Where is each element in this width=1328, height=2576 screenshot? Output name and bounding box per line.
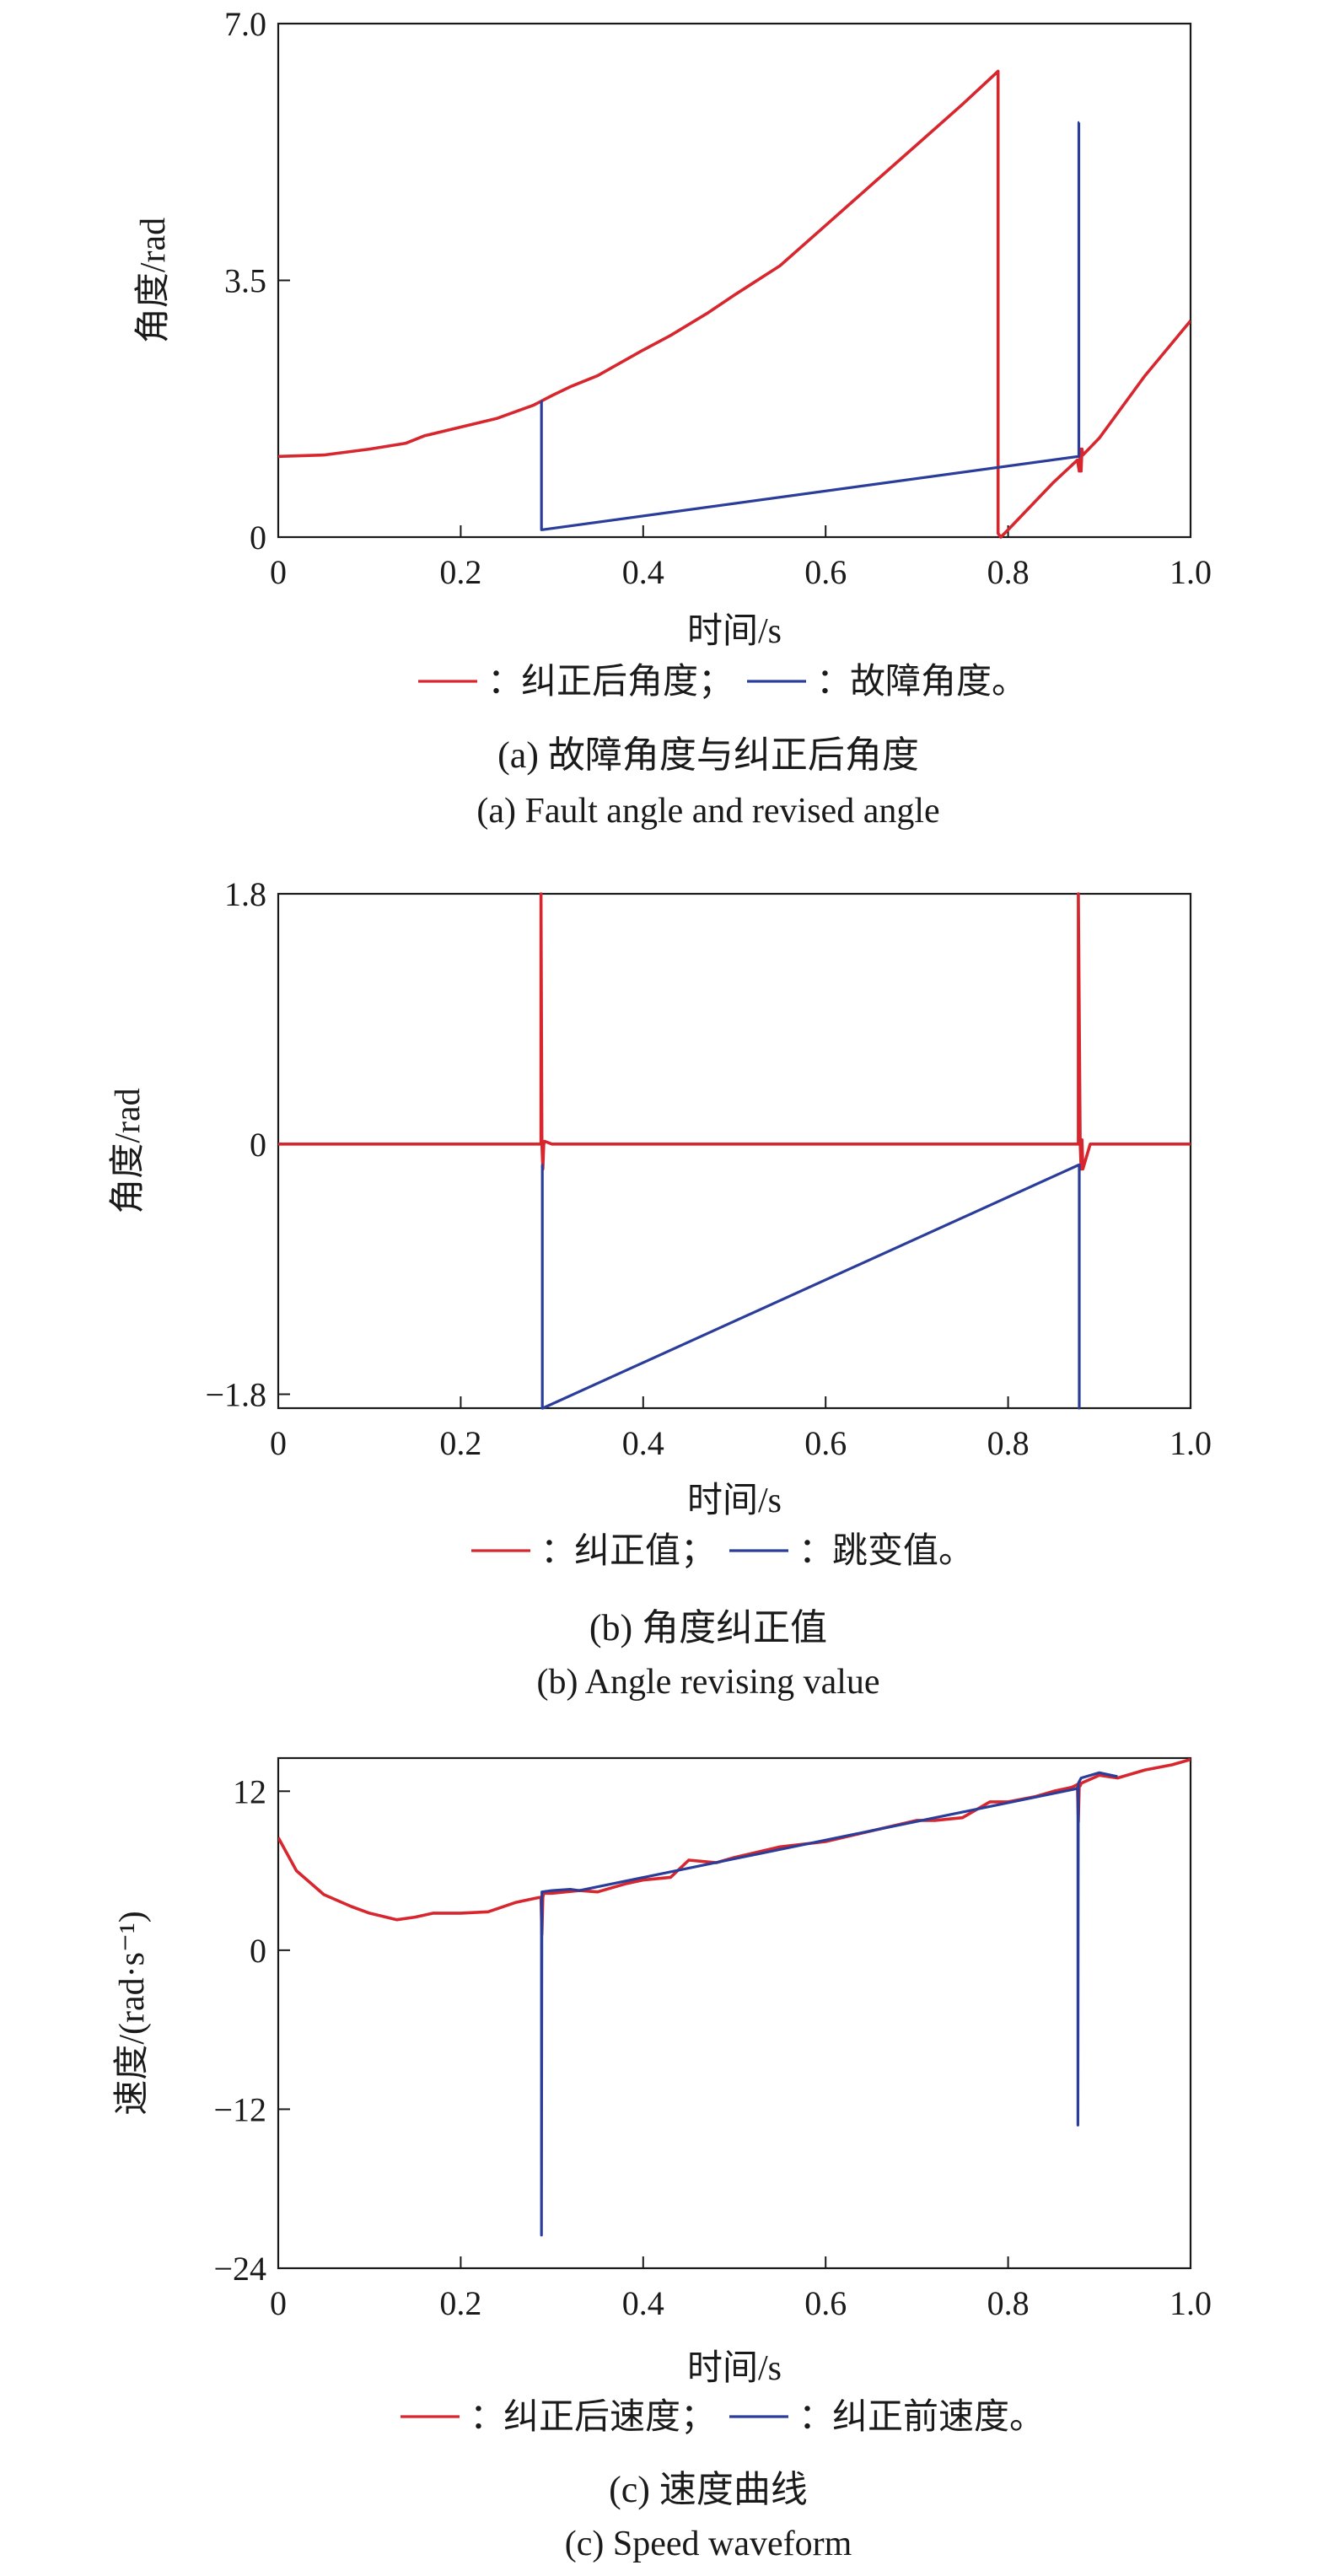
legend-label: 故障角度 — [850, 663, 992, 702]
legend-punct: ； — [680, 2398, 716, 2437]
caption-en: (a) Fault angle and revised angle — [476, 792, 939, 831]
x-axis-label: 时间/s — [687, 612, 782, 651]
x-tick-label: 0.6 — [804, 2284, 847, 2322]
y-axis-label: 速度/(rad·s⁻¹) — [113, 1911, 152, 2115]
caption-cn: (b) 角度纠正值 — [589, 1607, 827, 1648]
legend-label: 纠正后速度 — [503, 2398, 680, 2437]
x-tick-label: 0.6 — [804, 1424, 847, 1462]
y-tick-label: 1.8 — [224, 875, 266, 913]
y-tick-label: 0 — [250, 519, 266, 557]
y-tick-label: 0 — [250, 1932, 266, 1970]
legend-colon: ： — [816, 663, 852, 702]
plot-frame — [277, 892, 1192, 1410]
x-tick-label: 0.8 — [987, 2284, 1030, 2322]
legend-label: 跳变值 — [832, 1531, 938, 1571]
chart-b: 0 0.2 0.4 0.6 0.8 1.0−1.801.8时间/s角度/rad：纠正值；：… — [109, 875, 1212, 1702]
legend-punct: 。 — [938, 1532, 974, 1571]
y-tick-label: −12 — [213, 2090, 266, 2128]
series-line-raw — [540, 1163, 1081, 1410]
x-tick-label: 1.0 — [1169, 553, 1212, 591]
caption-cn: (a) 故障角度与纠正后角度 — [497, 734, 919, 776]
legend-label: 纠正后角度 — [521, 663, 698, 702]
legend-punct: 。 — [1009, 2398, 1045, 2437]
legend: ：纠正后角度；：故障角度。 — [418, 663, 1027, 702]
legend-colon: ： — [470, 2398, 505, 2437]
series-line-revised — [278, 69, 1191, 539]
legend-punct: ； — [698, 663, 734, 702]
legend-punct: ； — [680, 1532, 716, 1571]
x-tick-label: 0 — [270, 2284, 287, 2322]
legend: ：纠正后速度；：纠正前速度。 — [401, 2398, 1045, 2437]
series-line-revised — [278, 892, 1191, 1171]
y-tick-label: 12 — [233, 1772, 266, 1810]
legend-label: 纠正前速度 — [832, 2398, 1009, 2437]
x-tick-label: 0 — [270, 1424, 287, 1462]
y-tick-label: −24 — [213, 2250, 266, 2288]
caption-en: (c) Speed waveform — [565, 2525, 852, 2563]
legend-label: 纠正值 — [574, 1532, 680, 1571]
series-line-raw — [540, 1771, 1118, 2237]
legend-colon: ： — [540, 1532, 576, 1571]
legend-colon: ： — [798, 1532, 834, 1571]
x-tick-label: 0.6 — [804, 553, 847, 591]
x-tick-label: 0.2 — [439, 2284, 481, 2322]
x-axis-label: 时间/s — [687, 2349, 782, 2388]
x-tick-label: 0.4 — [622, 2284, 664, 2322]
y-tick-label: 7.0 — [224, 5, 266, 43]
x-tick-label: 0.2 — [439, 1424, 481, 1462]
y-axis-label: 角度/rad — [109, 1088, 148, 1213]
legend-punct: 。 — [992, 663, 1027, 702]
y-axis-label: 角度/rad — [134, 218, 173, 343]
chart-a: 0 0.2 0.4 0.6 0.8 1.003.57.0时间/s角度/rad：纠正后角度；… — [134, 5, 1212, 831]
x-tick-label: 0.8 — [987, 1424, 1030, 1462]
x-tick-label: 0.4 — [622, 1424, 664, 1462]
x-tick-label: 0 — [270, 553, 287, 591]
series-line-revised — [278, 1757, 1191, 1936]
caption-cn: (c) 速度曲线 — [609, 2469, 808, 2510]
x-axis-label: 时间/s — [687, 1482, 782, 1520]
series-line-raw — [540, 121, 1081, 531]
legend-colon: ： — [798, 2398, 834, 2437]
x-tick-label: 0.8 — [987, 553, 1030, 591]
x-tick-label: 1.0 — [1169, 1424, 1212, 1462]
x-tick-label: 0.4 — [622, 553, 664, 591]
x-tick-label: 1.0 — [1169, 2284, 1212, 2322]
legend-colon: ： — [487, 663, 523, 702]
y-tick-label: 0 — [250, 1126, 266, 1164]
chart-c: 0 0.2 0.4 0.6 0.8 1.0 −24 −12 0 12 时间/s 速度/(rad·s⁻¹… — [113, 1756, 1212, 2563]
y-tick-label: 3.5 — [224, 262, 266, 300]
plot-frame — [277, 1756, 1192, 2270]
y-tick-label: −1.8 — [205, 1376, 266, 1414]
caption-en: (b) Angle revising value — [536, 1663, 879, 1702]
legend: ：纠正值；：跳变值。 — [471, 1531, 974, 1571]
x-tick-label: 0.2 — [439, 553, 481, 591]
